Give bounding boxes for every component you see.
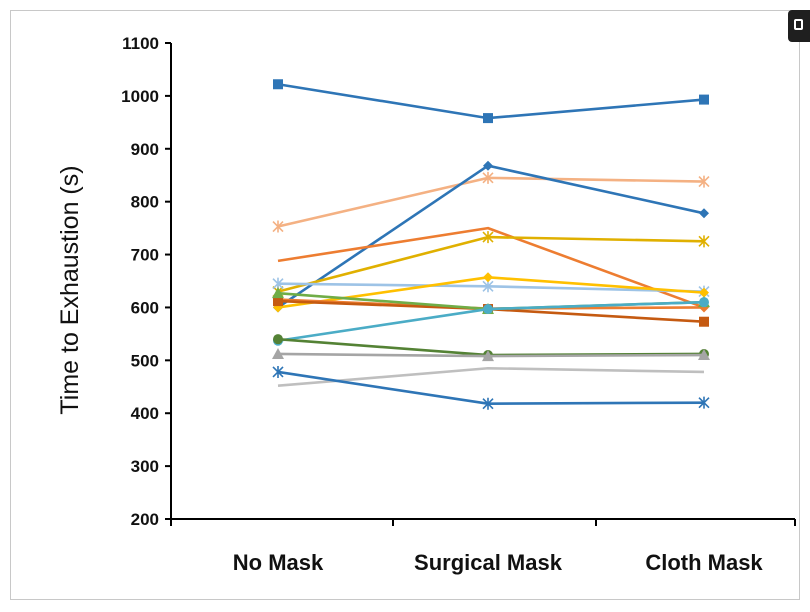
data-point	[699, 208, 709, 219]
data-point	[482, 350, 494, 362]
data-point	[483, 304, 493, 315]
y-tick-label: 200	[131, 510, 159, 529]
data-point	[698, 175, 710, 188]
data-point	[483, 160, 493, 171]
y-tick-label: 1100	[122, 34, 159, 53]
y-tick-label: 1000	[121, 87, 159, 106]
y-tick-label: 500	[131, 351, 159, 370]
data-point	[272, 365, 284, 378]
expand-icon[interactable]	[788, 10, 810, 42]
data-point	[698, 396, 710, 409]
series-line	[277, 82, 705, 120]
series-2	[272, 171, 710, 233]
data-point	[272, 220, 284, 233]
series-4	[277, 226, 705, 309]
data-point	[273, 79, 283, 90]
data-point	[699, 316, 709, 327]
y-tick-label: 800	[131, 193, 159, 212]
x-category-label: No Mask	[233, 550, 324, 575]
data-point	[273, 334, 283, 345]
x-category-label: Cloth Mask	[645, 550, 763, 575]
data-point	[699, 287, 709, 298]
axes: 200 300 400 500 600 700 800 900 1000 1100 No Mask S…	[121, 34, 796, 575]
data-point	[482, 171, 494, 184]
x-category-label: Surgical Mask	[414, 550, 563, 575]
y-tick-label: 300	[131, 457, 159, 476]
series-group	[272, 79, 710, 410]
series-line	[277, 366, 705, 388]
data-point	[483, 272, 493, 283]
series-line	[277, 226, 705, 309]
data-point	[698, 235, 710, 248]
series-line	[277, 370, 705, 406]
series-14	[277, 366, 705, 388]
data-point	[699, 94, 709, 105]
series-1	[273, 79, 709, 124]
data-point	[273, 296, 283, 307]
data-point	[272, 347, 284, 359]
data-point	[699, 297, 709, 308]
series-13	[272, 347, 710, 362]
data-point	[272, 287, 284, 299]
y-tick-label: 700	[131, 246, 159, 265]
y-tick-label: 900	[131, 140, 159, 159]
data-point	[482, 397, 494, 410]
y-axis-title: Time to Exhaustion (s)	[56, 165, 84, 414]
series-15	[272, 365, 710, 410]
data-point	[483, 113, 493, 124]
data-point	[698, 349, 710, 361]
y-tick-label: 600	[131, 298, 159, 317]
y-tick-label: 400	[131, 404, 159, 423]
data-point	[482, 231, 494, 244]
series-line	[277, 176, 705, 228]
